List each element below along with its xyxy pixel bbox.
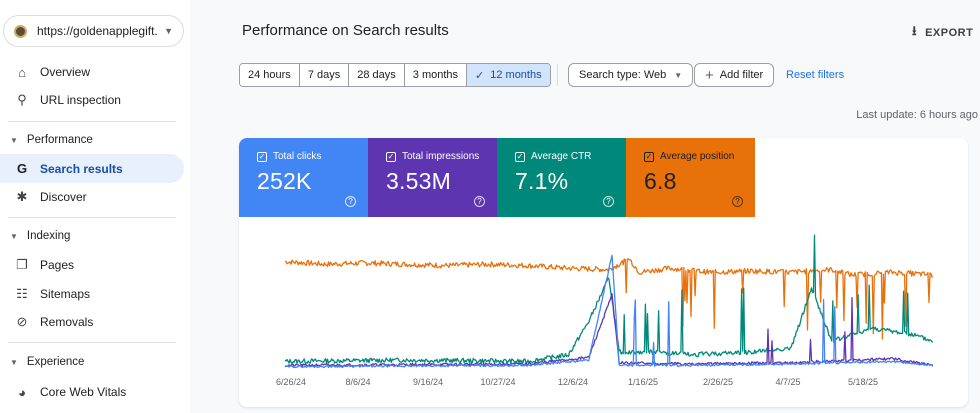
checkbox-checked-icon: ✓: [386, 151, 396, 162]
range-3-months[interactable]: 3 months: [404, 64, 468, 86]
checkbox-checked-icon: ✓: [515, 151, 525, 162]
metric-label: Average CTR: [531, 151, 592, 162]
export-button[interactable]: ⭳ EXPORT: [912, 22, 973, 44]
metric-value: 6.8: [644, 168, 677, 194]
export-label: EXPORT: [925, 27, 974, 39]
section-label: Indexing: [26, 230, 71, 242]
x-tick-label: 5/18/25: [848, 377, 878, 387]
gauge-icon: ◕: [18, 384, 26, 400]
metric-total-clicks[interactable]: ✓ Total clicks 252K ?: [239, 138, 368, 217]
metric-label: Total clicks: [273, 151, 322, 162]
search-type-label: Search type: Web: [579, 69, 667, 81]
home-icon: ⌂: [18, 64, 26, 80]
sidebar-item-label: Removals: [40, 315, 94, 329]
metric-total-impressions[interactable]: ✓ Total impressions 3.53M ?: [368, 138, 497, 217]
checkbox-checked-icon: ✓: [257, 151, 267, 162]
x-tick-label: 1/16/25: [628, 377, 658, 387]
chevron-down-icon: ▼: [674, 70, 683, 80]
sidebar-item-label: URL inspection: [40, 93, 121, 107]
section-performance[interactable]: ▼ Performance: [0, 128, 184, 152]
metric-average-position[interactable]: ✓ Average position 6.8 ?: [626, 138, 755, 217]
sidebar-item-overview[interactable]: ⌂ Overview: [0, 58, 184, 86]
last-update-text: Last update: 6 hours ago: [856, 109, 978, 121]
help-icon[interactable]: ?: [474, 196, 485, 207]
collapse-triangle-icon: ▼: [10, 135, 18, 145]
range-7-days[interactable]: 7 days: [299, 64, 350, 86]
sidebar-item-search-results[interactable]: G Search results: [0, 154, 184, 183]
chevron-down-icon: ▼: [164, 26, 173, 36]
property-url: https://goldenapplegift...: [37, 24, 159, 38]
search-type-dropdown[interactable]: Search type: Web ▼: [568, 63, 694, 87]
range-24-hours[interactable]: 24 hours: [240, 64, 300, 86]
sidebar-item-label: Search results: [40, 161, 123, 176]
x-tick-label: 2/26/25: [703, 377, 733, 387]
sidebar-item-discover[interactable]: ✱ Discover: [0, 183, 184, 211]
check-icon: ✓: [475, 69, 485, 82]
x-tick-label: 8/6/24: [345, 377, 370, 387]
sidebar-item-pages[interactable]: ❐ Pages: [0, 251, 184, 279]
sidebar-item-sitemaps[interactable]: ☷ Sitemaps: [0, 280, 184, 308]
page-title: Performance on Search results: [242, 22, 449, 39]
sidebar-item-label: Overview: [40, 65, 91, 79]
metric-label: Total impressions: [402, 151, 480, 162]
metric-value: 3.53M: [386, 168, 451, 194]
divider: [8, 217, 176, 218]
add-filter-button[interactable]: + Add filter: [694, 63, 775, 87]
search-icon: ⚲: [17, 92, 27, 107]
series-line-clicks: [284, 254, 934, 369]
x-tick-label: 6/26/24: [276, 377, 306, 387]
asterisk-icon: ✱: [16, 189, 28, 204]
reset-filters-link[interactable]: Reset filters: [786, 69, 845, 81]
help-icon[interactable]: ?: [603, 196, 614, 207]
sidebar-item-label: Sitemaps: [40, 287, 91, 301]
collapse-triangle-icon: ▼: [10, 231, 18, 241]
site-favicon-icon: [14, 24, 27, 38]
sidebar-item-core-web-vitals[interactable]: ◕ Core Web Vitals: [0, 378, 184, 406]
section-label: Performance: [26, 134, 93, 146]
sitemap-icon: ☷: [16, 286, 28, 301]
google-g-icon: G: [16, 161, 28, 176]
checkbox-checked-icon: ✓: [644, 151, 654, 162]
x-tick-label: 4/7/25: [775, 377, 800, 387]
section-label: Experience: [26, 356, 85, 368]
sidebar-item-label: Pages: [40, 258, 75, 272]
download-icon: ⭳: [912, 23, 918, 38]
help-icon[interactable]: ?: [345, 196, 356, 207]
add-filter-label: Add filter: [719, 69, 764, 81]
metric-value: 7.1%: [515, 168, 569, 194]
section-experience[interactable]: ▼ Experience: [0, 350, 184, 374]
x-tick-label: 9/16/24: [413, 377, 443, 387]
collapse-triangle-icon: ▼: [10, 357, 18, 367]
sidebar-item-label: Discover: [40, 190, 87, 204]
divider: [557, 64, 558, 86]
sidebar-item-removals[interactable]: ⊘ Removals: [0, 308, 184, 336]
performance-card: ✓ Total clicks 252K ? ✓ Total impressions …: [239, 138, 968, 407]
metric-value: 252K: [257, 168, 312, 194]
divider: [8, 121, 176, 122]
sidebar-item-url-inspection[interactable]: ⚲ URL inspection: [0, 86, 184, 114]
series-line-ctr: [284, 234, 934, 365]
date-range-selector: 24 hours 7 days 28 days 3 months ✓ 12 mo…: [239, 63, 551, 87]
sidebar-item-label: Core Web Vitals: [40, 385, 127, 399]
help-icon[interactable]: ?: [732, 196, 743, 207]
metric-label: Average position: [660, 151, 735, 162]
range-12-months[interactable]: ✓ 12 months: [467, 64, 550, 86]
metric-average-ctr[interactable]: ✓ Average CTR 7.1% ?: [497, 138, 626, 217]
eye-off-icon: ⊘: [16, 314, 28, 329]
range-label: 12 months: [490, 69, 542, 81]
x-tick-label: 12/6/24: [558, 377, 588, 387]
x-tick-label: 10/27/24: [480, 377, 515, 387]
sidebar: https://goldenapplegift... ▼ ⌂ Overview …: [0, 0, 190, 413]
performance-line-chart: 6/26/24 8/6/24 9/16/24 10/27/24 12/6/24 1/16/…: [276, 234, 934, 387]
pages-icon: ❐: [16, 257, 28, 272]
property-selector[interactable]: https://goldenapplegift... ▼: [3, 15, 184, 47]
plus-icon: +: [705, 66, 714, 84]
range-28-days[interactable]: 28 days: [349, 64, 405, 86]
section-indexing[interactable]: ▼ Indexing: [0, 224, 184, 248]
divider: [8, 342, 176, 343]
